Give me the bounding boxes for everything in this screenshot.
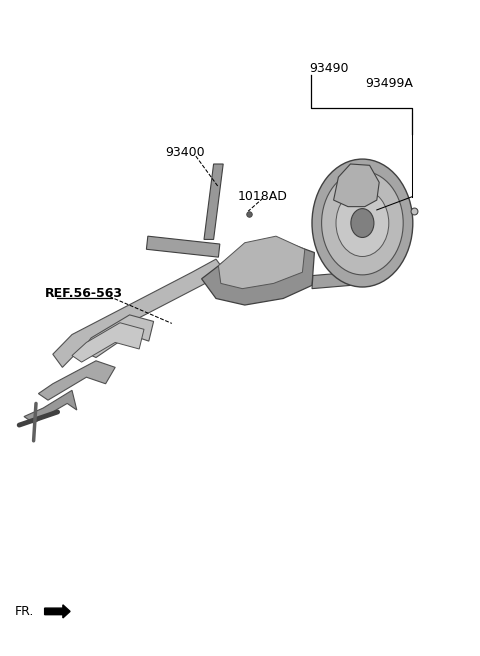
Polygon shape	[24, 390, 77, 423]
Polygon shape	[204, 164, 223, 239]
Polygon shape	[218, 236, 305, 289]
Polygon shape	[72, 323, 144, 362]
Ellipse shape	[322, 171, 403, 275]
Polygon shape	[146, 236, 220, 257]
Text: 93499A: 93499A	[365, 77, 413, 91]
Polygon shape	[38, 361, 115, 400]
Polygon shape	[82, 315, 154, 358]
Text: 93490: 93490	[309, 62, 348, 75]
Text: FR.: FR.	[14, 605, 34, 618]
Polygon shape	[202, 239, 314, 305]
Text: 93400: 93400	[165, 146, 204, 159]
Polygon shape	[312, 270, 375, 289]
Text: REF.56-563: REF.56-563	[45, 287, 123, 300]
Ellipse shape	[336, 190, 389, 256]
Ellipse shape	[351, 209, 374, 237]
Polygon shape	[334, 164, 379, 207]
Polygon shape	[53, 259, 226, 367]
FancyArrow shape	[45, 605, 70, 618]
Text: 1018AD: 1018AD	[238, 190, 288, 203]
Ellipse shape	[312, 159, 413, 287]
